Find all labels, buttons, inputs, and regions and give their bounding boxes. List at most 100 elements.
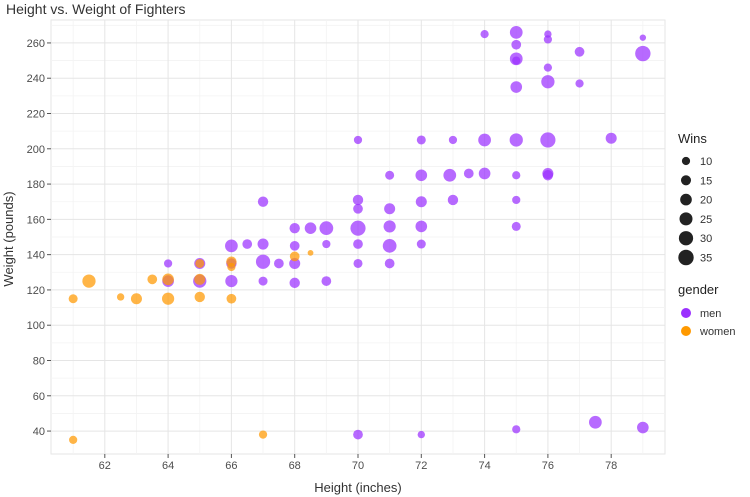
size-legend-label: 15	[700, 175, 712, 187]
data-point-men	[353, 135, 363, 145]
color-legend-label: men	[700, 308, 721, 320]
data-point-men	[480, 30, 489, 39]
data-point-men	[383, 220, 396, 233]
data-point-women	[116, 293, 125, 301]
data-point-men	[289, 257, 301, 269]
x-tick-label: 64	[162, 460, 174, 472]
data-point-men	[415, 169, 428, 182]
size-legend-key	[679, 212, 693, 226]
data-point-men	[542, 170, 554, 181]
data-point-women	[68, 294, 78, 304]
y-tick-label: 100	[27, 320, 45, 332]
x-axis-title: Height (inches)	[314, 480, 401, 495]
data-point-women	[69, 435, 78, 444]
data-point-men	[353, 239, 363, 249]
data-point-men	[512, 56, 521, 65]
data-point-men	[415, 220, 428, 233]
y-tick-label: 140	[27, 250, 45, 262]
data-point-men	[540, 132, 556, 148]
data-point-men	[589, 415, 602, 429]
data-point-men	[510, 81, 523, 93]
data-point-men	[511, 221, 521, 231]
size-legend-key	[681, 156, 691, 166]
data-point-men	[543, 35, 553, 44]
data-point-women	[307, 249, 314, 256]
data-point-men	[321, 276, 332, 286]
color-legend-title: gender	[678, 282, 719, 297]
data-point-men	[353, 429, 363, 440]
color-legend-key-women	[681, 326, 691, 336]
x-tick-label: 70	[352, 460, 364, 472]
x-tick-label: 62	[99, 460, 111, 472]
data-point-men	[509, 133, 523, 147]
y-tick-label: 40	[33, 426, 45, 438]
size-legend-label: 20	[700, 195, 712, 207]
x-tick-label: 76	[542, 460, 554, 472]
y-tick-label: 80	[33, 355, 45, 367]
chart-title: Height vs. Weight of Fighters	[6, 1, 185, 17]
size-legend-key	[678, 249, 694, 266]
data-point-women	[162, 273, 174, 286]
size-legend-title: Wins	[678, 131, 707, 146]
data-point-men	[352, 194, 364, 206]
size-legend-key	[680, 193, 692, 206]
data-point-men	[163, 259, 173, 268]
data-point-men	[382, 238, 397, 253]
data-point-women	[82, 274, 96, 288]
size-legend-label: 30	[700, 233, 712, 245]
data-points	[68, 25, 651, 444]
data-point-men	[478, 167, 491, 180]
data-point-men	[353, 258, 363, 268]
data-point-men	[274, 258, 284, 269]
y-tick-label: 260	[27, 38, 45, 50]
size-legend-label: 35	[700, 253, 712, 265]
data-point-women	[226, 293, 237, 304]
data-point-men	[635, 45, 651, 62]
data-point-women	[162, 292, 175, 305]
y-tick-label: 120	[27, 285, 45, 297]
data-point-women	[258, 430, 268, 439]
data-point-men	[385, 170, 395, 180]
data-point-men	[512, 171, 521, 180]
y-tick-label: 220	[27, 109, 45, 121]
x-tick-label: 68	[289, 460, 301, 472]
data-point-women	[227, 262, 236, 272]
data-point-men	[257, 238, 269, 250]
data-point-men	[416, 135, 426, 145]
data-point-men	[322, 239, 331, 249]
y-tick-label: 240	[27, 73, 45, 85]
data-point-men	[512, 195, 521, 205]
y-tick-label: 200	[27, 144, 45, 156]
data-point-women	[130, 293, 142, 305]
y-tick-label: 180	[27, 179, 45, 191]
data-point-men	[257, 196, 269, 207]
data-point-men	[575, 79, 584, 88]
color-legend-label: women	[699, 326, 735, 338]
data-point-men	[258, 276, 268, 286]
data-point-women	[147, 274, 158, 285]
data-point-men	[478, 133, 491, 147]
axes: 62 64 66 68 70 72 74 76 78 40 60 80 100 120 140 160 180 2…	[27, 38, 618, 472]
data-point-women	[195, 258, 205, 268]
data-point-men	[289, 277, 300, 289]
y-axis-title: Weight (pounds)	[1, 191, 16, 286]
data-point-men	[605, 132, 617, 144]
size-legend-key	[680, 175, 692, 186]
data-point-men	[304, 222, 317, 234]
x-tick-label: 78	[605, 460, 617, 472]
x-tick-label: 74	[478, 460, 490, 472]
data-point-men	[242, 239, 253, 249]
data-point-men	[541, 75, 555, 89]
data-point-men	[255, 254, 271, 269]
data-point-men	[289, 222, 300, 234]
legend: Wins 10 15 20 25 30 35 gender men women	[678, 131, 735, 338]
size-legend-key	[678, 231, 694, 246]
data-point-men	[416, 239, 426, 249]
data-point-men	[384, 203, 396, 215]
data-point-men	[225, 275, 238, 288]
size-legend-label: 25	[700, 214, 712, 226]
data-point-men	[415, 196, 427, 208]
color-legend-key-men	[681, 308, 691, 318]
data-point-men	[443, 168, 457, 182]
